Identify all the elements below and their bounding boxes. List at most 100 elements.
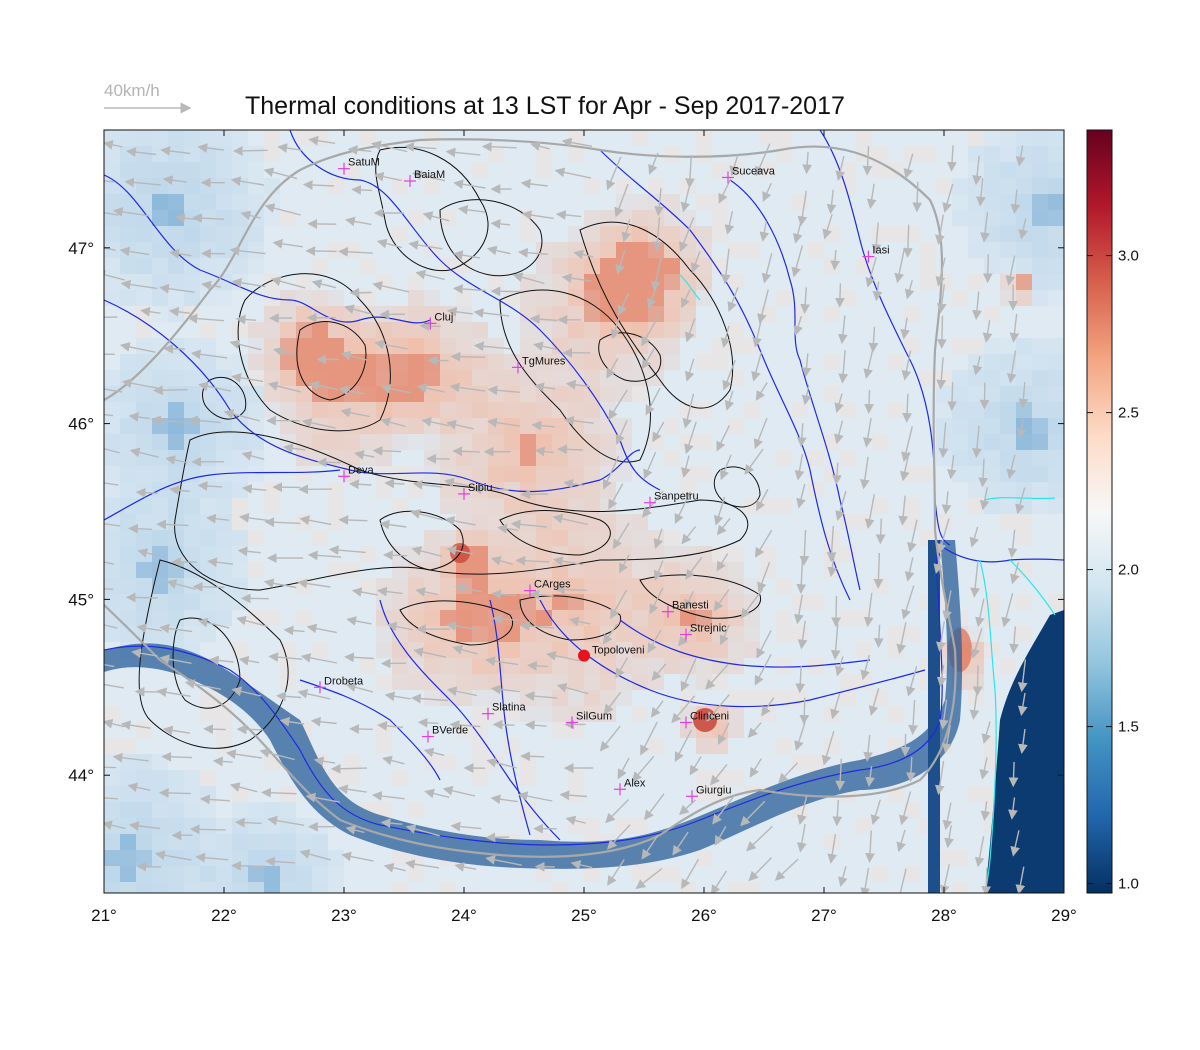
field-cell — [840, 514, 856, 530]
wind-arrow — [1018, 218, 1028, 240]
field-cell — [632, 242, 648, 258]
field-cell — [440, 210, 456, 226]
field-cell — [168, 850, 184, 866]
field-cell — [584, 578, 600, 594]
field-cell — [264, 210, 280, 226]
field-cell — [632, 658, 648, 674]
wind-arrow — [835, 283, 845, 308]
field-cell — [120, 802, 136, 818]
wind-arrow — [264, 203, 301, 216]
field-cell — [696, 850, 712, 866]
field-cell — [1016, 402, 1032, 418]
wind-arrow — [384, 691, 411, 702]
field-cell — [232, 546, 248, 562]
city-marker: Strejnic — [680, 623, 727, 641]
wind-arrow — [163, 343, 185, 354]
wind-arrow — [654, 188, 665, 217]
field-cell — [312, 530, 328, 546]
field-cell — [520, 418, 536, 434]
wind-arrow — [136, 623, 162, 634]
field-cell — [120, 850, 136, 866]
wind-arrow — [979, 382, 990, 410]
field-cell — [632, 594, 648, 610]
field-cell — [488, 370, 504, 386]
field-cell — [1016, 626, 1032, 642]
field-cell — [664, 210, 680, 226]
field-cell — [376, 722, 392, 738]
wind-arrow — [864, 494, 875, 529]
field-cell — [1048, 594, 1064, 610]
field-cell — [984, 738, 1000, 754]
wind-arrow — [642, 490, 664, 518]
field-cell — [152, 242, 168, 258]
wind-arrow — [720, 325, 731, 349]
wind-arrow — [832, 462, 842, 485]
field-cell — [504, 434, 520, 450]
field-cell — [600, 306, 616, 322]
field-cell — [440, 322, 456, 338]
field-cell — [248, 178, 264, 194]
field-cell — [984, 354, 1000, 370]
field-cell — [840, 690, 856, 706]
colorbar-tick-label: 2.5 — [1118, 405, 1139, 422]
wind-arrow — [942, 802, 953, 831]
wind-arrow — [520, 489, 549, 500]
field-cell — [472, 386, 488, 402]
field-cell — [200, 690, 216, 706]
field-cell — [216, 130, 232, 146]
wind-arrow — [159, 623, 193, 634]
wind-arrow — [865, 766, 875, 787]
wind-arrow — [208, 655, 234, 666]
field-cell — [104, 194, 120, 210]
wind-arrow — [936, 664, 947, 688]
field-cell — [312, 130, 328, 146]
field-cell — [568, 658, 584, 674]
field-cell — [232, 450, 248, 466]
wind-arrow — [870, 799, 881, 826]
wind-arrow — [761, 697, 775, 717]
field-cell — [584, 418, 600, 434]
coastline — [679, 274, 1056, 893]
field-cell — [136, 402, 152, 418]
wind-arrow — [706, 694, 730, 722]
field-cell — [488, 338, 504, 354]
wind-arrow — [680, 187, 691, 213]
wind-arrow — [835, 656, 845, 677]
wind-arrow — [934, 760, 945, 796]
field-cell — [232, 162, 248, 178]
wind-arrow — [207, 557, 234, 568]
wind-arrow — [263, 167, 298, 180]
field-cell — [952, 418, 968, 434]
field-cell — [472, 370, 488, 386]
field-cell — [568, 258, 584, 274]
field-cell — [536, 530, 552, 546]
field-cell — [264, 322, 280, 338]
field-cell — [488, 706, 504, 722]
wind-arrow — [104, 864, 115, 866]
wind-arrow — [561, 273, 592, 283]
wind-arrow — [792, 215, 804, 244]
wind-arrow — [570, 860, 593, 870]
field-cell — [696, 770, 712, 786]
wind-arrow — [672, 831, 689, 856]
field-cell — [552, 594, 568, 610]
field-cell — [1000, 482, 1016, 498]
city-marker: Giurgiu — [686, 784, 731, 803]
field-cell — [824, 306, 840, 322]
field-cell — [392, 562, 408, 578]
field-cell — [664, 290, 680, 306]
wind-arrow — [972, 291, 982, 321]
field-cell — [152, 578, 168, 594]
field-cell — [792, 690, 808, 706]
field-cell — [728, 610, 744, 626]
field-cell — [1032, 402, 1048, 418]
wind-arrow — [534, 446, 555, 457]
field-cell — [344, 770, 360, 786]
wind-arrow — [382, 755, 405, 766]
field-cell — [424, 690, 440, 706]
field-cell — [600, 418, 616, 434]
field-cell — [440, 402, 456, 418]
field-cell — [728, 770, 744, 786]
field-cell — [136, 770, 152, 786]
field-cell — [552, 290, 568, 306]
